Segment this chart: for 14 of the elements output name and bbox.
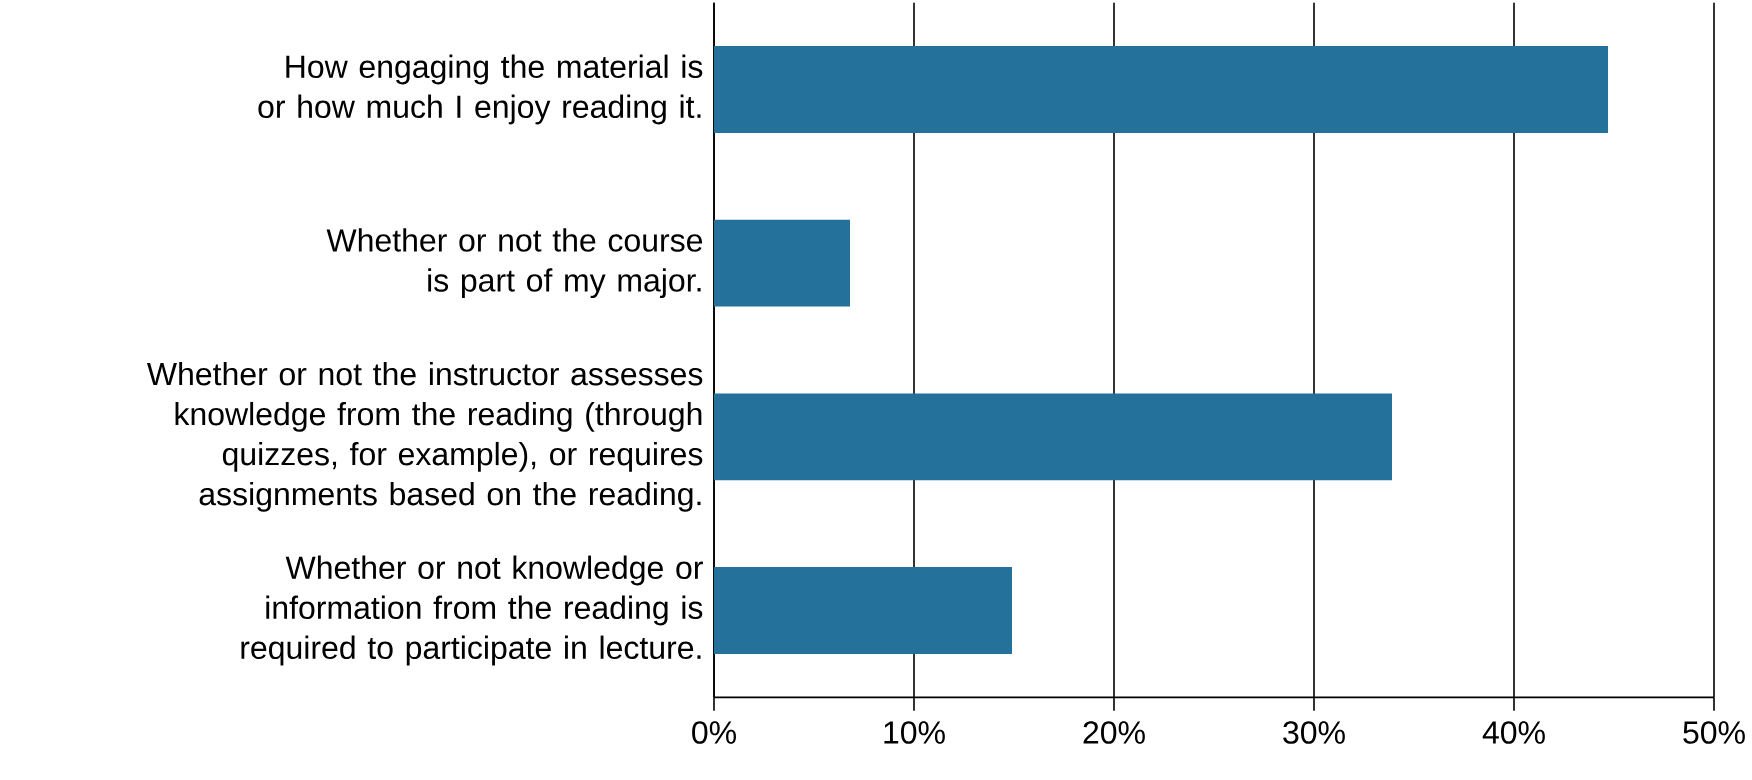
- x-tick-label: 20%: [1083, 721, 1145, 744]
- bar: [714, 393, 1393, 481]
- x-tick-label: 30%: [1283, 721, 1345, 744]
- x-tick-label: 0%: [692, 721, 736, 744]
- x-tick-label: 50%: [1683, 721, 1745, 744]
- bar: [714, 46, 1609, 133]
- bar: [714, 219, 850, 307]
- x-tick-label: 40%: [1482, 721, 1545, 744]
- y-tick-label: Whether or not the instructor assesses knowledge from the reading (through quizzes, for example), or requires assignments based on the reading.: [146, 361, 703, 512]
- x-tick-label: 10%: [884, 721, 945, 744]
- y-tick-label: How engaging the material is or how much I enjoy reading it.: [258, 54, 703, 125]
- bar: [714, 567, 1012, 654]
- y-tick-label: Whether or not knowledge or information from the reading is required to participate in lecture.: [241, 555, 703, 666]
- y-tick-label: Whether or not the course is part of my major.: [326, 228, 703, 299]
